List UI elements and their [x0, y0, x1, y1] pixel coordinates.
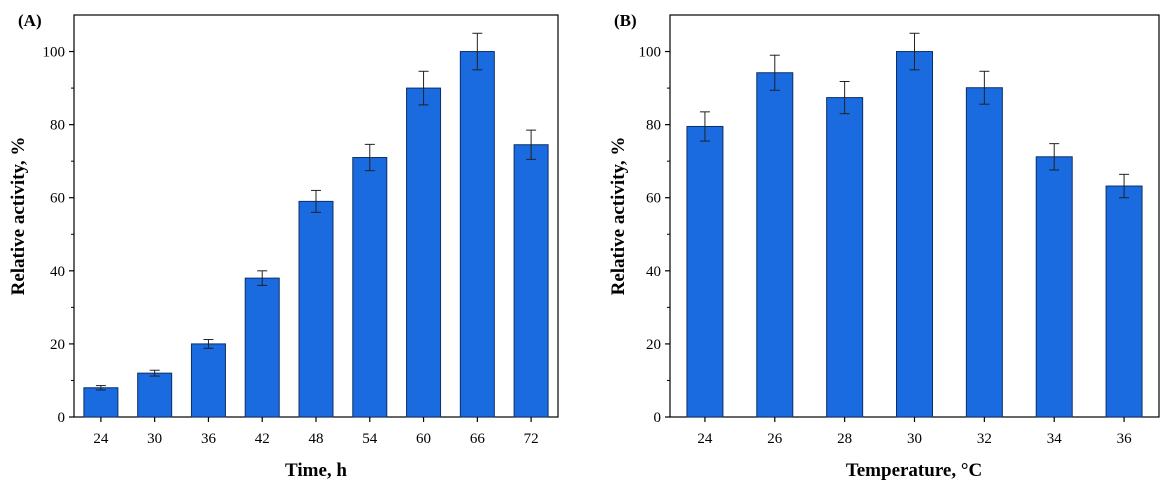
- x-tick-label: 42: [255, 431, 270, 447]
- y-tick-label: 0: [654, 410, 662, 426]
- y-tick-label: 40: [646, 264, 661, 280]
- x-tick-label: 30: [907, 431, 922, 447]
- bar-72: [513, 144, 549, 418]
- bar-60: [406, 87, 442, 418]
- x-tick-label: 66: [470, 431, 486, 447]
- bar-36: [1105, 185, 1143, 418]
- panel-a-bars: [83, 32, 549, 418]
- y-tick-label: 0: [58, 410, 66, 426]
- bar-42: [244, 277, 280, 418]
- panel-a-label: (A): [18, 11, 42, 30]
- x-tick-label: 36: [201, 431, 217, 447]
- x-tick-label: 24: [93, 431, 109, 447]
- x-tick-label: 54: [362, 431, 378, 447]
- panel-a-x-axis-title: Time, h: [285, 460, 347, 481]
- x-tick-label: 34: [1047, 431, 1063, 447]
- y-tick-label: 100: [639, 45, 662, 61]
- panel-b-label: (B): [614, 11, 637, 30]
- x-tick-label: 30: [147, 431, 162, 447]
- x-tick-label: 60: [416, 431, 431, 447]
- bar-36: [190, 343, 226, 418]
- x-tick-label: 26: [767, 431, 783, 447]
- panel-b-x-axis-title: Temperature, °C: [846, 460, 982, 481]
- x-tick-label: 28: [837, 431, 852, 447]
- x-tick-label: 36: [1117, 431, 1133, 447]
- bar-32: [965, 87, 1003, 418]
- bar-30: [137, 372, 173, 418]
- panel-b-bars: [686, 32, 1143, 418]
- bar-26: [756, 72, 794, 418]
- bar-24: [686, 125, 724, 418]
- panel-b-y-axis-title: Relative activity, %: [608, 137, 629, 296]
- bar-54: [352, 157, 388, 418]
- x-tick-label: 48: [309, 431, 324, 447]
- y-tick-label: 80: [646, 118, 661, 134]
- panel-b: (B) 0 20 40 60 80 100 24 26 28 30 32 34 36 Temperat…: [608, 11, 1160, 481]
- panel-a-x-axis: 24 30 36 42 48 54 60 66 72: [93, 417, 539, 447]
- x-tick-label: 24: [697, 431, 713, 447]
- bar-24: [83, 387, 119, 418]
- x-tick-label: 32: [977, 431, 992, 447]
- bar-48: [298, 200, 334, 418]
- y-tick-label: 60: [50, 191, 65, 207]
- y-tick-label: 40: [50, 264, 65, 280]
- panel-a: (A) 0 20 40 60 80 100 24 30 36 42 48 54 60 66 72 Time…: [8, 11, 559, 481]
- panel-b-x-axis: 24 26 28 30 32 34 36: [697, 417, 1132, 447]
- panel-b-y-axis: 0 20 40 60 80 100: [639, 45, 670, 426]
- x-tick-label: 72: [524, 431, 539, 447]
- bar-66: [459, 51, 495, 418]
- y-tick-label: 100: [43, 45, 66, 61]
- y-tick-label: 20: [50, 337, 65, 353]
- y-tick-label: 60: [646, 191, 661, 207]
- bar-30: [896, 51, 933, 418]
- panel-a-y-axis-title: Relative activity, %: [8, 137, 29, 296]
- y-tick-label: 20: [646, 337, 661, 353]
- y-tick-label: 80: [50, 118, 65, 134]
- bar-34: [1035, 156, 1073, 418]
- bar-28: [826, 97, 864, 418]
- panel-a-y-axis: 0 20 40 60 80 100: [43, 45, 74, 426]
